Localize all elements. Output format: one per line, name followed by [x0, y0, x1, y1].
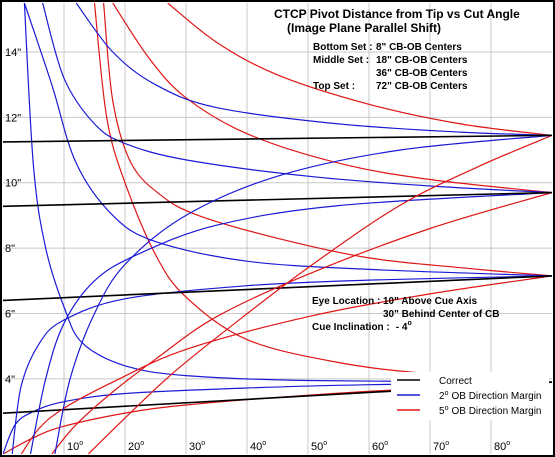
x-tick-label: 50o: [311, 440, 327, 453]
set-middle2-value: 36" CB-OB Centers: [376, 68, 468, 79]
y-tick-label: 4": [5, 374, 15, 386]
x-tick-label: 60o: [372, 440, 388, 453]
curve-2deg-set1-upper: [23, 3, 552, 383]
curve-5deg-set4-lower: [87, 134, 552, 454]
y-tick-label: 6": [5, 308, 15, 320]
curve-2deg-set3-lower: [29, 192, 552, 454]
x-tick-label: 40o: [250, 440, 266, 453]
legend-label-correct: Correct: [439, 376, 472, 387]
cue-inclination: Cue Inclination :- 4o: [312, 320, 412, 333]
curve-2deg-set3-upper: [42, 3, 552, 194]
x-tick-label: 10o: [67, 440, 83, 453]
tick-labels: 10o 20o 30o 40o 50o 60o 70o 80o 4" 6" 8" 10" 12" 14": [5, 47, 510, 453]
curve-5deg-set3-upper: [112, 3, 552, 194]
y-tick-label: 12": [5, 112, 21, 124]
eye-location-line1: 10" Above Cue Axis: [383, 296, 477, 307]
eye-location-label: Eye Location :: [312, 296, 380, 307]
x-tick-label: 70o: [433, 440, 449, 453]
set-middle-value: 18" CB-OB Centers: [376, 55, 468, 66]
curve-correct-set3: [3, 191, 552, 208]
curve-5deg-set4-upper: [167, 3, 552, 136]
set-bottom-label: Bottom Set :: [313, 42, 372, 53]
set-top-label: Top Set :: [313, 81, 355, 92]
legend: Correct 2o OB Direction Margin 5o OB Direc…: [391, 372, 549, 420]
set-bottom-value: 8" CB-OB Centers: [376, 42, 462, 53]
set-top-value: 72" CB-OB Centers: [376, 81, 468, 92]
curve-2deg-set1-lower: [3, 381, 552, 454]
chart-subtitle: (Image Plane Parallel Shift): [287, 21, 441, 35]
grid-lines: [3, 3, 552, 454]
x-tick-label: 30o: [189, 440, 205, 453]
eye-location-line2: 30" Behind Center of CB: [383, 309, 499, 320]
curve-5deg-set2-upper: [103, 3, 552, 277]
y-tick-label: 8": [5, 243, 15, 255]
y-tick-label: 14": [5, 47, 21, 59]
chart-title: CTCP Pivot Distance from Tip vs Cut Angl…: [274, 7, 520, 21]
y-tick-label: 10": [5, 178, 21, 190]
legend-label-2deg: 2o OB Direction Margin: [439, 390, 542, 402]
set-middle-label: Middle Set :: [313, 55, 369, 66]
curve-5deg-set3-lower: [51, 192, 552, 454]
x-tick-label: 80o: [494, 440, 510, 453]
curve-correct-set2: [3, 275, 552, 302]
curve-2deg-set2-lower: [11, 275, 552, 454]
x-tick-label: 20o: [128, 440, 144, 453]
curve-5deg-set2-lower: [20, 275, 552, 454]
curve-correct-set4: [3, 134, 552, 143]
curve-2deg-set2-upper: [23, 3, 552, 277]
curve-2deg-set4-lower: [54, 134, 552, 454]
legend-label-5deg: 5o OB Direction Margin: [439, 405, 542, 417]
curve-2deg-set4-upper: [75, 3, 552, 136]
